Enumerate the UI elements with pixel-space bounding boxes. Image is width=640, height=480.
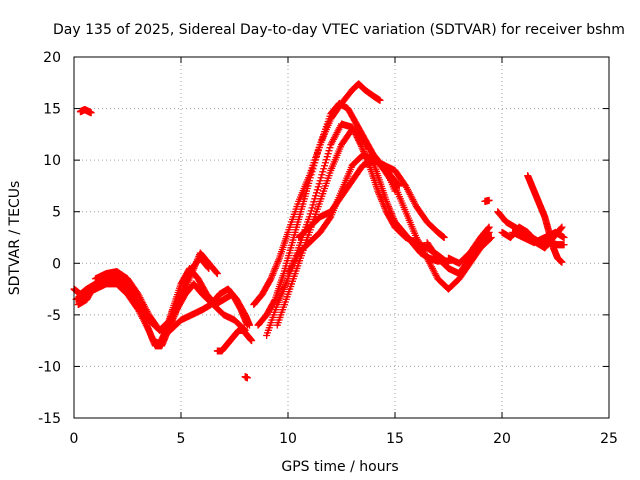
data-point	[309, 201, 317, 209]
x-tick-label: 25	[600, 431, 618, 447]
data-point	[306, 174, 314, 182]
data-point	[313, 189, 321, 197]
series-arc-22	[524, 172, 566, 266]
data-point	[558, 258, 566, 266]
data-point	[326, 144, 334, 152]
data-point	[440, 234, 448, 241]
data-point	[213, 270, 221, 278]
y-axis-label: SDTVAR / TECUs	[7, 181, 23, 296]
data-point	[312, 156, 320, 164]
grid-lines	[74, 57, 609, 418]
data-point	[316, 177, 324, 185]
data-point	[314, 183, 322, 191]
chart-title: Day 135 of 2025, Sidereal Day-to-day VTE…	[53, 22, 625, 38]
y-tick-label: 0	[52, 256, 61, 272]
series-arc-18	[481, 196, 493, 205]
data-point	[560, 234, 568, 241]
data-point	[315, 144, 323, 152]
data-point	[321, 159, 329, 167]
x-tick-label: 0	[70, 431, 79, 447]
series-arc-6	[166, 285, 253, 334]
data-point	[312, 192, 320, 200]
series-arc-1	[76, 106, 95, 117]
data-point	[323, 153, 331, 161]
data-point	[486, 234, 494, 242]
axis-ticks: 0 5 10 15 20 25 -15 -10 -5 0 5 10 15 20	[38, 50, 618, 447]
series-arc-17	[445, 223, 493, 267]
data-point	[307, 171, 315, 179]
data-point	[310, 162, 318, 170]
series-arc-8	[241, 373, 251, 382]
y-tick-label: -15	[38, 411, 61, 427]
data-point	[243, 374, 251, 382]
x-tick-label: 20	[493, 431, 511, 447]
data-point	[324, 150, 332, 158]
data-point	[322, 156, 330, 164]
data-point	[560, 241, 568, 249]
data-point	[485, 223, 493, 231]
data-point	[248, 337, 256, 345]
data-point	[321, 162, 329, 170]
x-tick-label: 10	[279, 431, 297, 447]
data-point	[320, 165, 328, 173]
x-tick-label: 5	[177, 431, 186, 447]
y-tick-label: 20	[43, 50, 61, 66]
data-markers	[70, 80, 568, 382]
x-tick-label: 15	[386, 431, 404, 447]
y-tick-label: 15	[43, 102, 61, 118]
series-arc-10	[254, 99, 403, 329]
series-arc-15	[370, 151, 495, 293]
data-point	[317, 174, 325, 182]
y-tick-label: 10	[43, 153, 61, 169]
data-point	[266, 276, 274, 284]
data-point	[213, 269, 221, 277]
data-point	[305, 177, 313, 185]
data-point	[310, 198, 318, 206]
data-point	[313, 186, 321, 194]
data-point	[314, 147, 322, 155]
data-point	[308, 168, 316, 176]
data-point	[485, 196, 493, 204]
series-arc-5	[91, 249, 221, 334]
data-point	[558, 223, 566, 231]
data-point	[311, 195, 319, 203]
data-point	[376, 96, 384, 104]
data-point	[318, 171, 326, 179]
series-arc-16	[423, 228, 493, 278]
data-point	[87, 109, 95, 117]
series-arc-21	[509, 228, 568, 247]
data-point	[313, 153, 321, 161]
y-tick-label: -10	[38, 359, 61, 375]
data-point	[309, 165, 317, 173]
data-point	[308, 204, 316, 212]
data-point	[311, 159, 319, 167]
data-point	[325, 147, 333, 155]
data-point	[319, 168, 327, 176]
data-point	[365, 145, 373, 153]
plot-frame	[73, 56, 610, 419]
series-arc-7	[213, 326, 256, 355]
y-tick-label: -5	[47, 308, 61, 324]
series-arc-14	[295, 156, 448, 241]
y-tick-label: 5	[52, 205, 61, 221]
data-point	[557, 224, 565, 232]
data-point	[487, 234, 495, 241]
x-axis-label: GPS time / hours	[281, 459, 398, 475]
data-point	[245, 321, 253, 329]
data-point	[307, 207, 315, 215]
data-point	[315, 180, 323, 188]
data-point	[313, 150, 321, 158]
data-point	[484, 224, 492, 232]
